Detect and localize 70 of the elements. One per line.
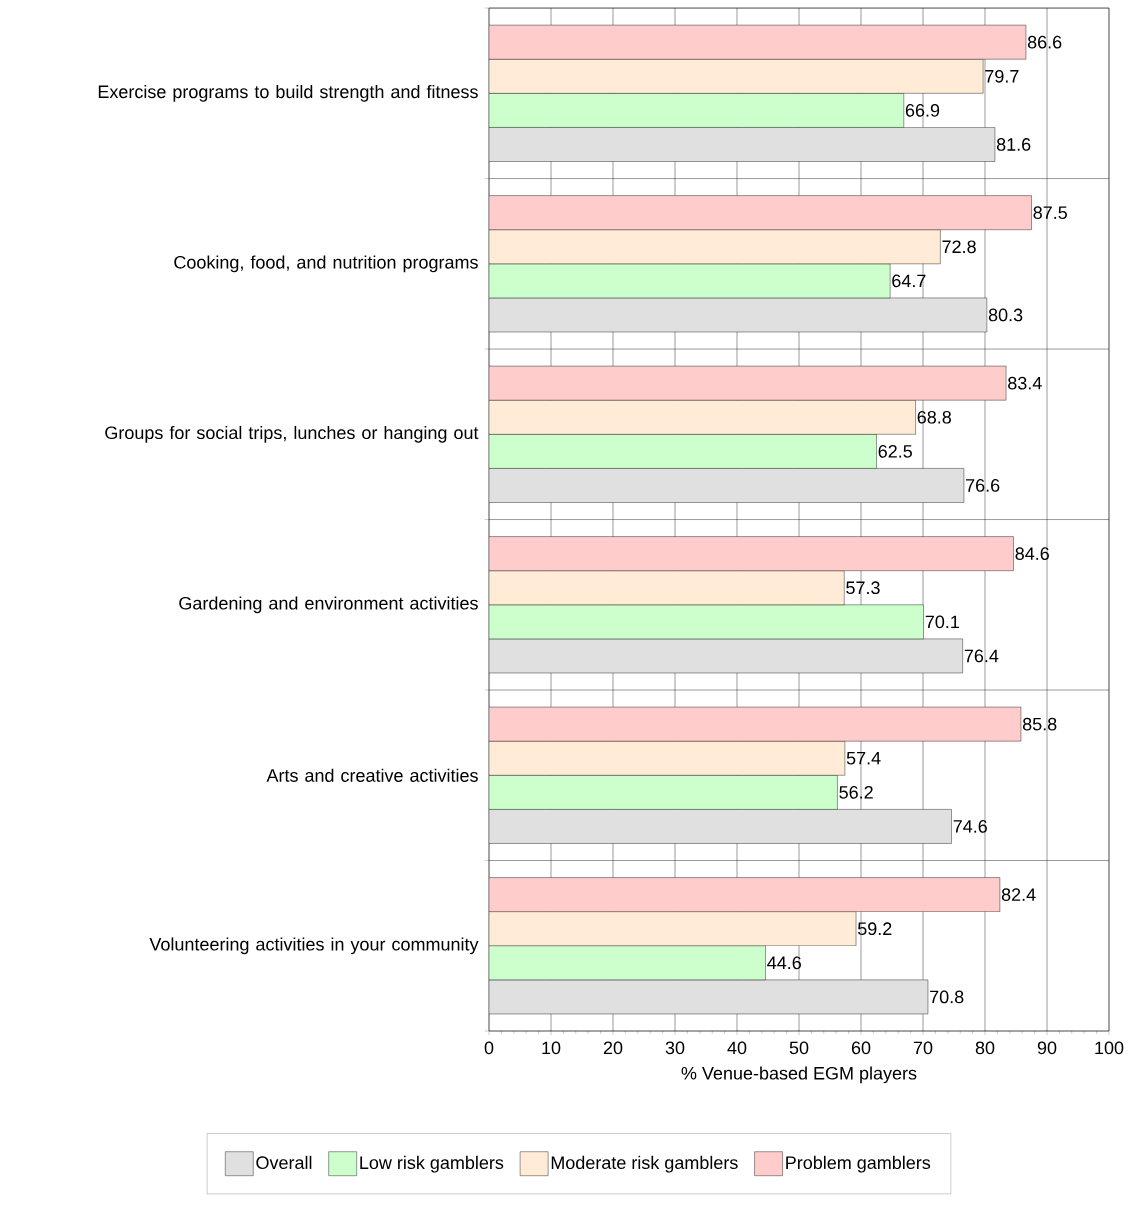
bar <box>489 536 1014 571</box>
data-label: 64.7 <box>892 274 926 288</box>
x-tick-label: 60 <box>851 1041 871 1055</box>
bar <box>489 93 904 128</box>
data-label: 66.9 <box>905 104 940 117</box>
bar <box>489 638 963 674</box>
bar <box>489 365 1007 401</box>
bar <box>489 604 924 640</box>
bar <box>489 570 845 605</box>
bar <box>489 877 1001 912</box>
data-label: 56.2 <box>839 785 873 799</box>
data-label: 44.6 <box>767 956 801 970</box>
data-label: 68.8 <box>917 410 952 424</box>
x-tick-label: 20 <box>603 1041 623 1055</box>
y-tick-label: Volunteering activities in your community <box>149 937 479 955</box>
data-label: 81.6 <box>996 138 1031 151</box>
x-tick-label: 90 <box>1037 1041 1057 1055</box>
legend-label: Overall <box>256 1155 312 1170</box>
x-tick-label: 50 <box>789 1041 809 1055</box>
bar <box>489 775 838 810</box>
bar <box>489 740 846 776</box>
data-label: 79.7 <box>985 69 1019 83</box>
data-label: 82.4 <box>1001 888 1036 901</box>
data-label: 57.4 <box>846 751 881 765</box>
data-label: 87.5 <box>1033 206 1067 220</box>
data-label: 84.6 <box>1015 547 1049 561</box>
bar <box>489 706 1022 742</box>
x-tick-label: 70 <box>913 1041 933 1055</box>
data-label: 70.8 <box>930 990 964 1004</box>
x-tick-label: 40 <box>727 1041 747 1055</box>
x-tick-label: 10 <box>542 1041 561 1055</box>
legend-label: Low risk gamblers <box>360 1155 504 1173</box>
bar <box>489 229 941 265</box>
y-tick-label: Exercise programs to build strength and fitness <box>98 84 478 102</box>
bar <box>489 400 916 435</box>
data-label: 74.6 <box>953 820 987 833</box>
x-tick-label: 0 <box>484 1041 494 1055</box>
y-tick-label: Cooking, food, and nutrition programs <box>174 255 478 273</box>
x-axis-title: % Venue-based EGM players <box>681 1066 917 1084</box>
data-label: 86.6 <box>1027 35 1062 49</box>
data-label: 83.4 <box>1008 376 1042 390</box>
bar <box>489 945 766 981</box>
data-label: 76.6 <box>966 479 1000 492</box>
bar <box>489 59 984 94</box>
bar <box>489 468 965 503</box>
bar <box>489 127 996 162</box>
data-label: 57.3 <box>846 581 880 595</box>
bar <box>489 195 1032 230</box>
data-label: 72.8 <box>942 240 976 254</box>
bar <box>489 297 988 333</box>
data-label: 76.4 <box>964 649 999 663</box>
data-label: 59.2 <box>857 922 892 936</box>
bar <box>489 979 929 1015</box>
data-label: 80.3 <box>988 308 1023 322</box>
x-tick-label: 100 <box>1095 1041 1124 1055</box>
legend-label: Moderate risk gamblers <box>551 1155 738 1173</box>
bar <box>489 911 857 946</box>
x-tick-label: 30 <box>665 1041 685 1055</box>
data-label: 70.1 <box>925 615 959 629</box>
bar <box>489 24 1027 60</box>
x-tick-label: 80 <box>975 1041 995 1055</box>
y-tick-label: Groups for social trips, lunches or hanging out <box>105 425 479 443</box>
legend-label: Problem gamblers <box>786 1155 931 1173</box>
bar <box>489 809 952 844</box>
y-tick-label: Arts and creative activities <box>266 768 478 782</box>
data-label: 85.8 <box>1022 717 1057 731</box>
bar <box>489 263 891 299</box>
bar <box>489 434 877 469</box>
data-label: 62.5 <box>878 444 912 458</box>
y-tick-label: Gardening and environment activities <box>179 596 478 614</box>
